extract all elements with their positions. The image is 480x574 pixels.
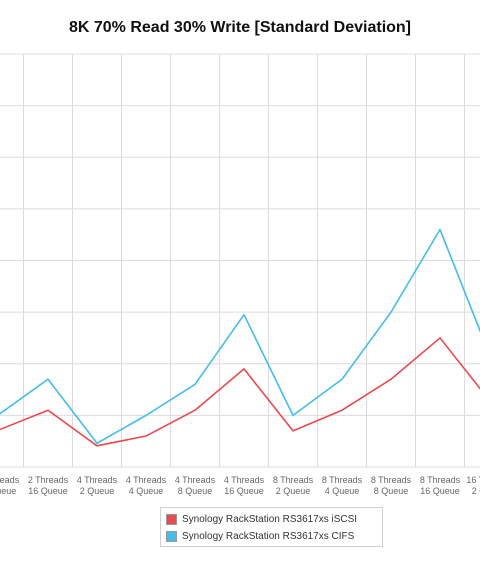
- x-tick-label-line: 8 Threads: [371, 475, 412, 485]
- x-tick-label-line: 2 Threads: [28, 475, 69, 485]
- x-tick-label-line: 4 Threads: [126, 475, 167, 485]
- x-tick-label-line: 8 Threads: [322, 475, 363, 485]
- x-tick-label: 8 Threads 8 Queue: [371, 475, 412, 496]
- x-tick-label-line: 4 Threads: [77, 475, 118, 485]
- x-tick-label-line: 2 Threads: [0, 475, 20, 485]
- x-tick-label: 4 Threads 2 Queue: [77, 475, 118, 496]
- legend: Synology RackStation RS3617xs iSCSI Syno…: [160, 507, 383, 547]
- x-tick-label: 4 Threads 8 Queue: [175, 475, 216, 496]
- x-tick-label-line: 8 Threads: [420, 475, 461, 485]
- x-tick-label: 8 Threads 16 Queue: [420, 475, 461, 496]
- x-tick-label: 4 Threads 4 Queue: [126, 475, 167, 496]
- x-tick-label-line: 4 Threads: [224, 475, 265, 485]
- x-tick-label-line: 16 Queue: [28, 486, 68, 496]
- x-tick-label: 8 Threads 4 Queue: [322, 475, 363, 496]
- x-tick-label: 2 Threads 16 Queue: [28, 475, 69, 496]
- legend-swatch-iscsi: [166, 513, 177, 525]
- legend-label-iscsi: Synology RackStation RS3617xs iSCSI: [182, 513, 358, 525]
- x-tick-label: 4 Threads 16 Queue: [224, 475, 265, 496]
- x-tick-label-line: 16 Queue: [420, 486, 460, 496]
- x-tick-label-line: 4 Threads: [175, 475, 216, 485]
- horizontal-gridlines: [0, 53, 480, 468]
- x-tick-label-line: 8 Threads: [273, 475, 314, 485]
- x-tick-label-line: 2 Queue: [0, 486, 16, 496]
- x-tick-label-line: 4 Queue: [129, 486, 164, 496]
- x-tick-label-line: 8 Queue: [374, 486, 409, 496]
- x-tick-label-line: 4 Queue: [325, 486, 360, 496]
- x-tick-label: 8 Threads 2 Queue: [273, 475, 314, 496]
- x-tick-label-line: 16 Queue: [224, 486, 264, 496]
- legend-item-iscsi: Synology RackStation RS3617xs iSCSI: [166, 512, 357, 526]
- x-tick-label-line: 16 Threads: [466, 475, 480, 485]
- series-line-1: [0, 228, 480, 445]
- x-tick-label-line: 8 Queue: [178, 486, 213, 496]
- series-lines: [0, 228, 480, 447]
- legend-item-cifs: Synology RackStation RS3617xs CIFS: [166, 529, 354, 543]
- x-tick-label-line: 2 Queue: [276, 486, 311, 496]
- chart-title: 8K 70% Read 30% Write [Standard Deviatio…: [68, 19, 412, 36]
- x-tick-label-line: 2 Queue: [472, 486, 480, 496]
- legend-swatch-cifs: [166, 530, 177, 542]
- x-tick-label-line: 2 Queue: [80, 486, 115, 496]
- series-line-0: [0, 337, 480, 447]
- legend-label-cifs: Synology RackStation RS3617xs CIFS: [182, 530, 355, 542]
